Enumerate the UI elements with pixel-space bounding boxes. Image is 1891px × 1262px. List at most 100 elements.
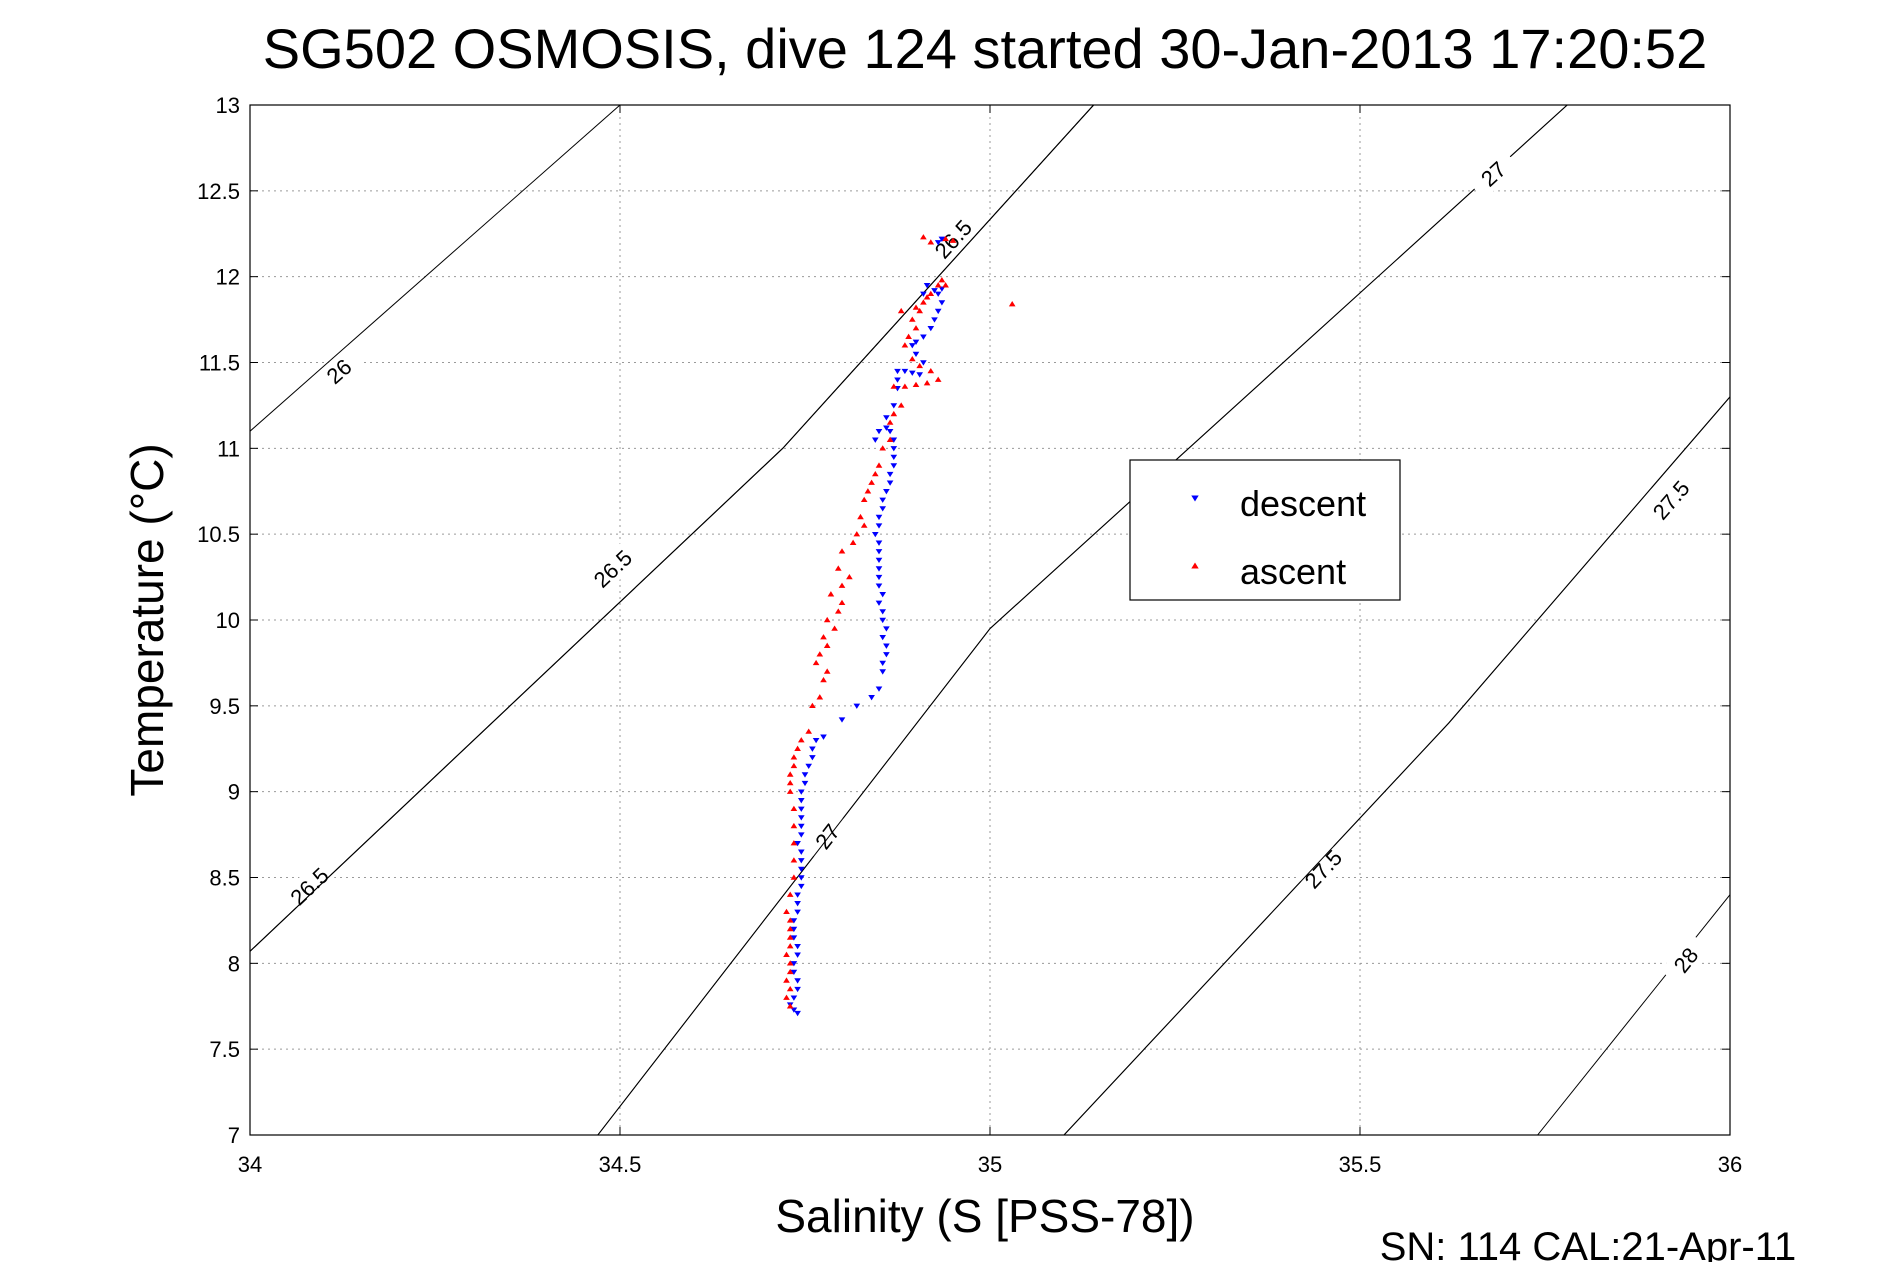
descent-data-point <box>875 540 883 546</box>
ascent-data-point <box>805 728 813 734</box>
serial-calibration-note: SN: 114 CAL:21-Apr-11 <box>1380 1225 1797 1262</box>
descent-data-point <box>879 617 887 624</box>
descent-data-point <box>853 703 861 709</box>
contour-label-background <box>282 860 336 913</box>
contour-label-background <box>1466 147 1520 200</box>
y-tick-label: 7 <box>228 1123 240 1148</box>
descent-data-point <box>797 798 805 804</box>
descent-data-point <box>879 660 887 667</box>
descent-data-point <box>820 734 827 740</box>
descent-data-point <box>875 549 883 555</box>
x-tick-label: 34 <box>238 1152 262 1177</box>
x-axis-label: Salinity (S [PSS-78]) <box>775 1190 1194 1242</box>
descent-data-point <box>879 506 887 512</box>
descent-data-point <box>875 428 883 435</box>
ascent-data-point <box>864 488 872 494</box>
y-tick-label: 9 <box>228 780 240 805</box>
ascent-data-point <box>901 342 909 348</box>
descent-data-point <box>938 286 946 292</box>
descent-data-point <box>908 370 916 376</box>
ascent-data-point <box>838 548 846 554</box>
legend-box <box>1129 459 1401 601</box>
ascent-data-point <box>812 659 820 666</box>
y-tick-label: 11.5 <box>199 351 240 376</box>
descent-data-point <box>879 634 887 641</box>
ascent-data-point <box>920 234 927 240</box>
descent-data-point <box>886 428 894 435</box>
axis-ticks: 34 34.5 35 35.5 36 7 7.5 8 8.5 9 9.5 10 10.5 11 11.5 12… <box>197 93 1742 1177</box>
density-contour-line <box>250 105 1094 952</box>
y-tick-label: 12 <box>216 265 240 290</box>
descent-data-point <box>875 514 883 521</box>
descent-data-point <box>809 746 816 752</box>
ascent-data-point <box>890 383 898 389</box>
ascent-data-point <box>820 676 827 683</box>
descent-data-point <box>912 339 920 345</box>
ascent-data-point <box>790 754 798 760</box>
ascent-data-point <box>912 381 920 388</box>
ascent-data-point <box>820 634 827 640</box>
ascent-data-point <box>786 925 794 932</box>
legend-marker-descent <box>1191 495 1199 502</box>
y-axis-label: Temperature (°C) <box>121 443 173 796</box>
ascent-data-point <box>923 380 931 386</box>
descent-data-point <box>883 643 890 649</box>
x-tick-label: 34.5 <box>599 1152 642 1177</box>
descent-data-point <box>931 288 938 294</box>
ascent-data-point <box>1008 301 1016 307</box>
descent-data-point <box>894 368 901 375</box>
y-tick-label: 8 <box>228 951 240 976</box>
density-contour-line <box>597 105 1568 1135</box>
x-tick-label: 35 <box>978 1152 1002 1177</box>
descent-data-point <box>875 600 883 606</box>
ascent-data-point <box>927 239 935 245</box>
descent-data-point <box>794 1010 801 1017</box>
ascent-data-point <box>886 419 894 425</box>
density-contour-line <box>250 105 621 432</box>
ascent-data-point <box>834 608 842 614</box>
descent-data-point <box>790 969 798 976</box>
descent-data-point <box>890 437 898 443</box>
ascent-data-point <box>934 376 942 382</box>
descent-data-point <box>890 446 898 452</box>
y-tick-label: 8.5 <box>209 866 240 891</box>
ascent-data-point <box>790 874 798 880</box>
ascent-data-point <box>823 668 831 674</box>
contour-label-background <box>1660 933 1711 987</box>
y-tick-label: 10 <box>216 608 240 633</box>
x-tick-label: 35.5 <box>1339 1152 1382 1177</box>
descent-data-point <box>894 377 901 383</box>
y-tick-label: 10.5 <box>197 522 240 547</box>
ascent-data-point <box>886 436 894 442</box>
ascent-data-point <box>790 857 798 863</box>
descent-data-point <box>890 454 898 461</box>
ascent-data-point <box>838 599 846 606</box>
descent-data-point <box>794 952 801 958</box>
y-tick-label: 13 <box>216 93 240 118</box>
legend-label-descent: descent <box>1240 483 1366 524</box>
descent-data-point <box>794 978 801 984</box>
ascent-data-point <box>853 531 861 537</box>
descent-data-point <box>879 609 887 615</box>
y-tick-label: 7.5 <box>209 1037 240 1062</box>
ascent-data-point <box>905 333 912 339</box>
descent-data-point <box>797 875 805 881</box>
descent-data-point <box>790 1007 798 1013</box>
descent-data-point <box>797 849 805 855</box>
descent-data-point <box>875 574 883 581</box>
descent-data-point <box>883 415 890 421</box>
ascent-data-point <box>875 462 883 468</box>
descent-data-point <box>797 832 805 838</box>
ascent-data-point <box>786 771 794 777</box>
descent-data-point <box>797 823 805 830</box>
descent-data-point <box>920 291 927 297</box>
ascent-data-point <box>916 307 924 314</box>
y-tick-label: 11 <box>217 436 240 461</box>
descent-data-point <box>797 858 805 864</box>
ascent-data-point <box>823 642 831 648</box>
ascent-data-point <box>860 522 868 528</box>
ascent-data-point <box>908 316 916 322</box>
descent-data-point <box>890 463 898 469</box>
descent-data-point <box>838 717 846 723</box>
descent-data-point <box>908 343 916 349</box>
